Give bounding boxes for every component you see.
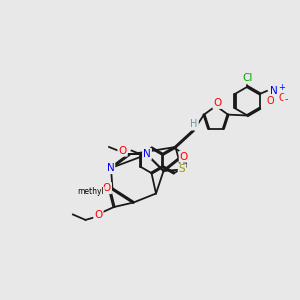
Text: methyl: methyl bbox=[77, 188, 104, 196]
Text: S: S bbox=[179, 164, 185, 175]
Text: O: O bbox=[103, 183, 111, 193]
Text: -: - bbox=[284, 94, 288, 104]
Text: O: O bbox=[118, 146, 127, 156]
Text: O: O bbox=[279, 92, 286, 103]
Text: O: O bbox=[213, 98, 222, 108]
Text: Cl: Cl bbox=[242, 73, 253, 83]
Text: +: + bbox=[278, 83, 285, 92]
Text: O: O bbox=[267, 96, 274, 106]
Text: N: N bbox=[270, 86, 277, 96]
Text: O: O bbox=[94, 210, 103, 220]
Text: N: N bbox=[143, 149, 151, 159]
Text: N: N bbox=[106, 163, 114, 173]
Text: H: H bbox=[190, 119, 198, 130]
Text: O: O bbox=[180, 152, 188, 162]
